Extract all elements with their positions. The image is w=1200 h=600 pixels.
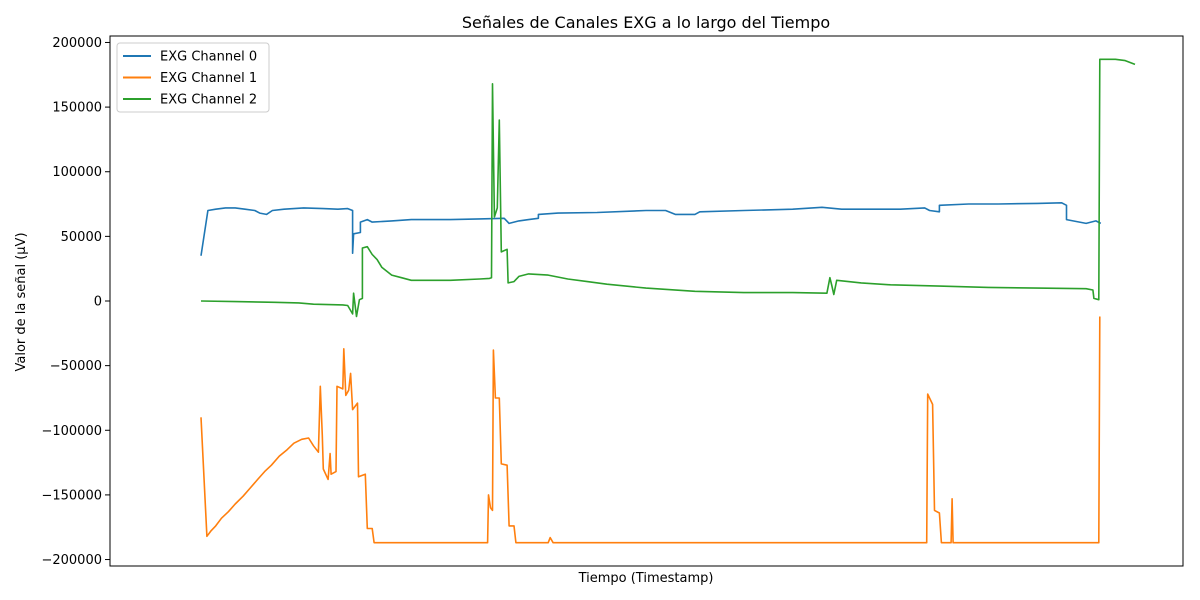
y-axis-label: Valor de la señal (µV) (14, 232, 29, 371)
legend: EXG Channel 0 EXG Channel 1 EXG Channel 2 (116, 42, 270, 113)
y-tick-label: −200000 (41, 553, 102, 568)
legend-label-1: EXG Channel 1 (160, 71, 257, 86)
y-tick-label: −50000 (50, 359, 102, 374)
y-tick-label: −100000 (41, 424, 102, 439)
y-tick-label: −150000 (41, 488, 102, 503)
y-tick-label: 150000 (52, 101, 102, 116)
chart-title: Señales de Canales EXG a lo largo del Ti… (462, 13, 830, 32)
series-line-exg-channel-1 (200, 316, 1101, 544)
y-tick-label: 100000 (52, 165, 102, 180)
legend-box (116, 42, 270, 113)
y-tick-label: 0 (94, 295, 102, 310)
y-axis-ticks: −200000 −150000 −100000 −50000 0 50000 100000 1… (41, 36, 110, 568)
y-tick-label: 50000 (61, 230, 102, 245)
x-axis-label: Tiempo (Timestamp) (578, 571, 714, 586)
legend-label-2: EXG Channel 2 (160, 93, 257, 108)
legend-label-0: EXG Channel 0 (160, 50, 257, 65)
series-line-exg-channel-0 (200, 202, 1102, 256)
series-line-exg-channel-2 (200, 58, 1136, 318)
plot-series (200, 58, 1136, 544)
y-tick-label: 200000 (52, 36, 102, 51)
